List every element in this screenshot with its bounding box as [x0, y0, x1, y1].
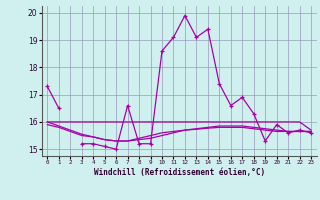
- X-axis label: Windchill (Refroidissement éolien,°C): Windchill (Refroidissement éolien,°C): [94, 168, 265, 177]
